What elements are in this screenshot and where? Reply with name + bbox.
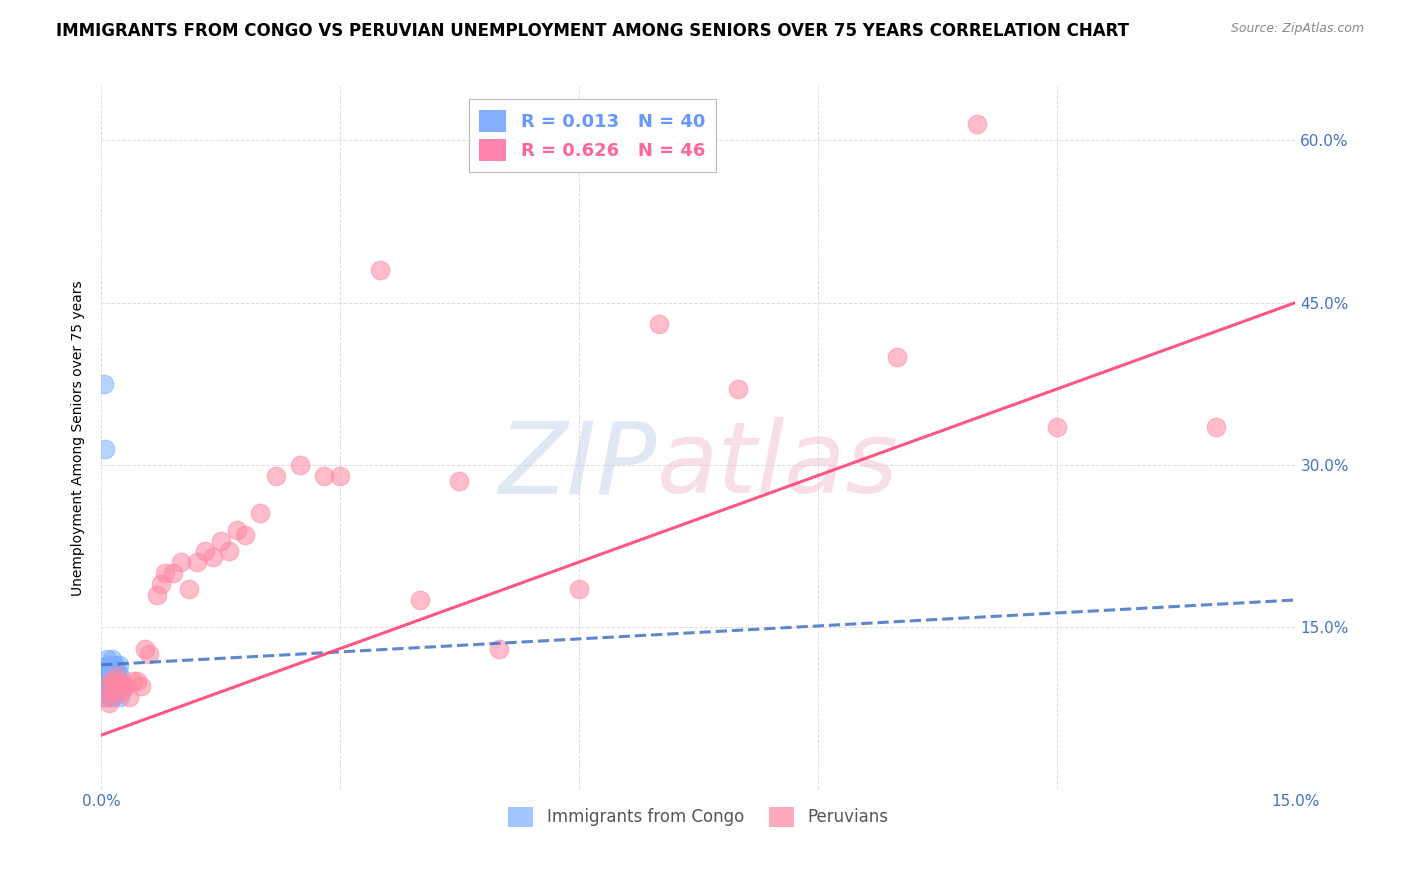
Point — [218, 544, 240, 558]
Point — [107, 674, 129, 689]
Point — [94, 442, 117, 456]
Point — [101, 657, 124, 672]
Point — [194, 544, 217, 558]
Point — [94, 663, 117, 677]
Point — [233, 528, 256, 542]
Point — [146, 588, 169, 602]
Point — [100, 652, 122, 666]
Point — [110, 668, 132, 682]
Point — [107, 657, 129, 672]
Point — [93, 376, 115, 391]
Point — [100, 674, 122, 689]
Point — [93, 674, 115, 689]
Point — [103, 663, 125, 677]
Point — [101, 685, 124, 699]
Point — [94, 690, 117, 705]
Point — [100, 663, 122, 677]
Point — [98, 674, 121, 689]
Point — [290, 458, 312, 472]
Point — [104, 685, 127, 699]
Point — [97, 657, 120, 672]
Point — [408, 593, 430, 607]
Point — [94, 685, 117, 699]
Point — [91, 680, 114, 694]
Point — [110, 680, 132, 694]
Point — [97, 674, 120, 689]
Point — [162, 566, 184, 580]
Point — [209, 533, 232, 548]
Point — [110, 685, 132, 699]
Point — [368, 263, 391, 277]
Point — [122, 674, 145, 689]
Point — [266, 468, 288, 483]
Point — [105, 668, 128, 682]
Point — [105, 663, 128, 677]
Point — [153, 566, 176, 580]
Point — [104, 668, 127, 682]
Point — [98, 680, 121, 694]
Point — [727, 382, 749, 396]
Point — [101, 674, 124, 689]
Point — [103, 680, 125, 694]
Text: ZIP: ZIP — [498, 417, 657, 515]
Point — [105, 680, 128, 694]
Point — [329, 468, 352, 483]
Point — [108, 690, 131, 705]
Point — [97, 668, 120, 682]
Point — [1046, 420, 1069, 434]
Text: Source: ZipAtlas.com: Source: ZipAtlas.com — [1230, 22, 1364, 36]
Point — [314, 468, 336, 483]
Point — [125, 674, 148, 689]
Point — [118, 690, 141, 705]
Point — [568, 582, 591, 597]
Point — [104, 657, 127, 672]
Point — [96, 652, 118, 666]
Point — [112, 680, 135, 694]
Point — [647, 318, 669, 332]
Point — [186, 555, 208, 569]
Point — [93, 690, 115, 705]
Point — [98, 696, 121, 710]
Point — [886, 350, 908, 364]
Legend: Immigrants from Congo, Peruvians: Immigrants from Congo, Peruvians — [502, 800, 896, 834]
Point — [98, 657, 121, 672]
Point — [134, 641, 156, 656]
Point — [98, 690, 121, 705]
Point — [100, 668, 122, 682]
Point — [101, 690, 124, 705]
Point — [1205, 420, 1227, 434]
Point — [177, 582, 200, 597]
Point — [449, 474, 471, 488]
Point — [107, 674, 129, 689]
Text: IMMIGRANTS FROM CONGO VS PERUVIAN UNEMPLOYMENT AMONG SENIORS OVER 75 YEARS CORRE: IMMIGRANTS FROM CONGO VS PERUVIAN UNEMPL… — [56, 22, 1129, 40]
Point — [94, 668, 117, 682]
Point — [488, 641, 510, 656]
Point — [149, 576, 172, 591]
Point — [97, 680, 120, 694]
Point — [201, 549, 224, 564]
Point — [104, 674, 127, 689]
Point — [138, 647, 160, 661]
Point — [105, 680, 128, 694]
Point — [97, 685, 120, 699]
Point — [966, 117, 988, 131]
Point — [170, 555, 193, 569]
Y-axis label: Unemployment Among Seniors over 75 years: Unemployment Among Seniors over 75 years — [72, 280, 86, 596]
Point — [104, 668, 127, 682]
Point — [114, 680, 136, 694]
Point — [96, 680, 118, 694]
Point — [129, 680, 152, 694]
Point — [225, 523, 247, 537]
Point — [100, 680, 122, 694]
Text: atlas: atlas — [657, 417, 898, 515]
Point — [101, 685, 124, 699]
Point — [249, 507, 271, 521]
